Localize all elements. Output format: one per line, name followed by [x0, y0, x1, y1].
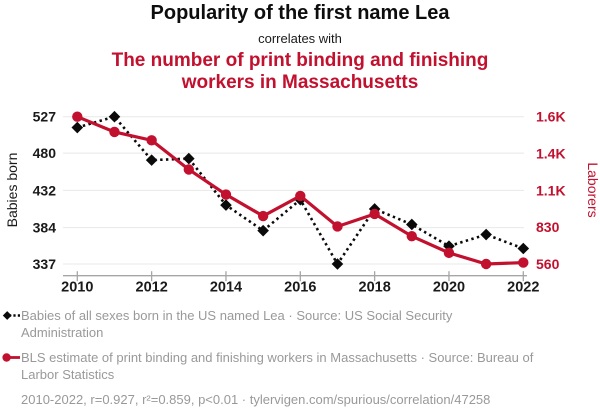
- series-workers: [72, 111, 529, 270]
- secondary-title: The number of print binding and finishin…: [0, 50, 600, 94]
- svg-text:2022: 2022: [507, 280, 539, 296]
- svg-text:337: 337: [33, 256, 57, 272]
- y-axis-right-title: Laborers: [585, 162, 600, 217]
- legend-item-lea-label: Babies of all sexes born in the US named…: [21, 308, 453, 340]
- svg-text:2012: 2012: [136, 280, 168, 296]
- svg-text:830: 830: [536, 219, 560, 235]
- svg-text:384: 384: [33, 220, 57, 236]
- svg-text:432: 432: [33, 182, 57, 198]
- y-axis-right-labels: 1.6K 1.4K 1.1K 830 560: [536, 109, 566, 272]
- y-axis-left-title: Babies born: [4, 153, 20, 228]
- svg-text:2018: 2018: [359, 280, 391, 296]
- svg-text:2020: 2020: [433, 280, 465, 296]
- svg-text:480: 480: [33, 145, 57, 161]
- secondary-title-line-2: workers in Massachusetts: [181, 72, 419, 93]
- legend-item-workers-label: BLS estimate of print binding and finish…: [21, 350, 534, 382]
- svg-text:1.1K: 1.1K: [536, 182, 566, 198]
- svg-text:2010: 2010: [61, 280, 93, 296]
- svg-text:1.4K: 1.4K: [536, 146, 566, 162]
- x-axis: [63, 271, 527, 282]
- svg-text:527: 527: [33, 109, 57, 125]
- black-diamond-dashed-icon: [2, 311, 20, 320]
- gridlines: [63, 116, 524, 265]
- page-title: Popularity of the first name Lea: [150, 2, 450, 24]
- svg-text:1.6K: 1.6K: [536, 109, 566, 125]
- svg-text:2016: 2016: [284, 280, 316, 296]
- stats-line: 2010-2022, r=0.927, r²=0.859, p<0.01 · t…: [21, 392, 491, 407]
- svg-text:560: 560: [536, 256, 560, 272]
- secondary-title-line-1: The number of print binding and finishin…: [111, 50, 489, 71]
- y-axis-left-labels: 527 480 432 384 337: [33, 109, 57, 272]
- legend-item-lea: Babies of all sexes born in the US named…: [2, 307, 537, 341]
- red-circle-solid-icon: [2, 353, 20, 362]
- correlates-with-label: correlates with: [258, 31, 342, 46]
- legend-item-workers: BLS estimate of print binding and finish…: [2, 349, 537, 383]
- svg-text:2014: 2014: [210, 280, 242, 296]
- x-axis-labels: 2010 2012 2014 2016 2018 2020 2022: [61, 280, 539, 296]
